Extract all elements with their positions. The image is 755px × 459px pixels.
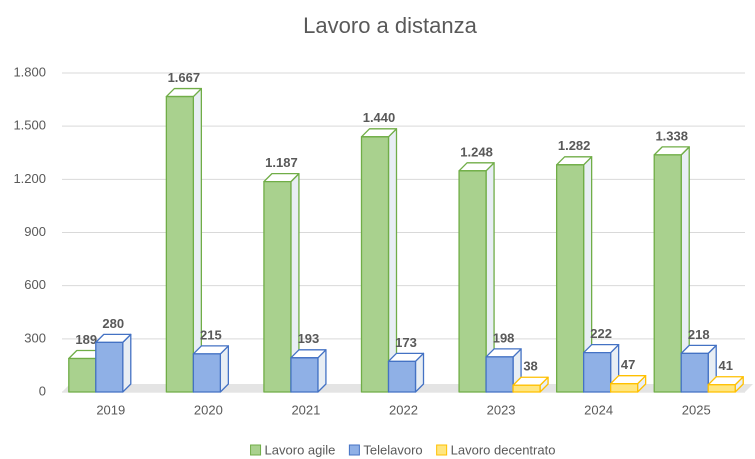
bar-front	[458, 170, 487, 393]
bar	[95, 333, 132, 393]
bar-front	[609, 383, 639, 393]
bar-front	[653, 154, 682, 393]
value-label: 38	[523, 359, 537, 374]
legend-item: Lavoro agile	[250, 442, 336, 457]
value-label: 1.667	[168, 70, 201, 85]
bar-front	[290, 357, 319, 393]
x-tick-label: 2024	[584, 402, 613, 417]
bar	[609, 375, 647, 393]
value-label: 189	[75, 332, 97, 347]
value-label: 215	[200, 327, 222, 342]
y-tick-label: 300	[24, 330, 46, 345]
bar	[387, 352, 425, 393]
bar-side	[122, 333, 132, 393]
y-tick-label: 900	[24, 224, 46, 239]
x-tick-label: 2019	[96, 402, 125, 417]
bar	[680, 344, 717, 393]
bar-front	[263, 180, 292, 393]
y-tick-label: 1.800	[13, 64, 46, 79]
bar	[707, 376, 744, 393]
bar	[192, 345, 230, 393]
x-tick-label: 2023	[487, 402, 516, 417]
y-tick-label: 0	[39, 383, 46, 398]
value-label: 198	[493, 330, 515, 345]
bar-front	[582, 352, 612, 393]
value-label: 41	[718, 358, 732, 373]
bar	[458, 162, 495, 393]
bar	[165, 87, 203, 393]
y-tick-label: 1.500	[13, 118, 46, 133]
value-label: 218	[688, 327, 710, 342]
bar	[512, 376, 549, 393]
legend-item: Telelavoro	[348, 442, 423, 457]
value-label: 1.282	[558, 138, 591, 153]
legend-swatch	[250, 444, 262, 456]
legend-label: Lavoro decentrato	[451, 442, 556, 457]
x-tick-label: 2021	[291, 402, 320, 417]
bar-front	[192, 353, 222, 393]
value-label: 222	[590, 326, 612, 341]
bar-front	[555, 164, 585, 393]
bar-side	[387, 128, 398, 393]
value-label: 193	[298, 331, 320, 346]
value-label: 173	[395, 335, 417, 350]
bar-front	[485, 356, 514, 393]
bar-front	[707, 384, 736, 393]
bar-front	[387, 360, 417, 393]
x-tick-label: 2022	[389, 402, 418, 417]
bar	[263, 172, 300, 393]
legend-label: Telelavoro	[363, 442, 422, 457]
chart-title: Lavoro a distanza	[303, 13, 477, 38]
bar-front	[512, 384, 541, 393]
bar-front	[680, 352, 709, 393]
bar-front	[68, 357, 97, 393]
value-label: 1.338	[655, 128, 688, 143]
bar	[555, 156, 593, 393]
bar-front	[165, 95, 195, 393]
value-label: 280	[102, 316, 124, 331]
bar	[360, 128, 398, 393]
bar-front	[360, 136, 390, 393]
value-label: 47	[621, 357, 635, 372]
legend-swatch	[436, 444, 448, 456]
value-label: 1.440	[363, 110, 396, 125]
bar	[485, 348, 522, 393]
y-tick-label: 1.200	[13, 171, 46, 186]
legend-item: Lavoro decentrato	[436, 442, 556, 457]
value-label: 1.248	[460, 144, 493, 159]
y-tick-label: 600	[24, 277, 46, 292]
value-label: 1.187	[265, 155, 298, 170]
legend-label: Lavoro agile	[265, 442, 336, 457]
bar-front	[95, 341, 124, 393]
legend-swatch	[348, 444, 360, 456]
x-tick-label: 2020	[194, 402, 223, 417]
bar	[290, 349, 327, 393]
x-tick-label: 2025	[682, 402, 711, 417]
